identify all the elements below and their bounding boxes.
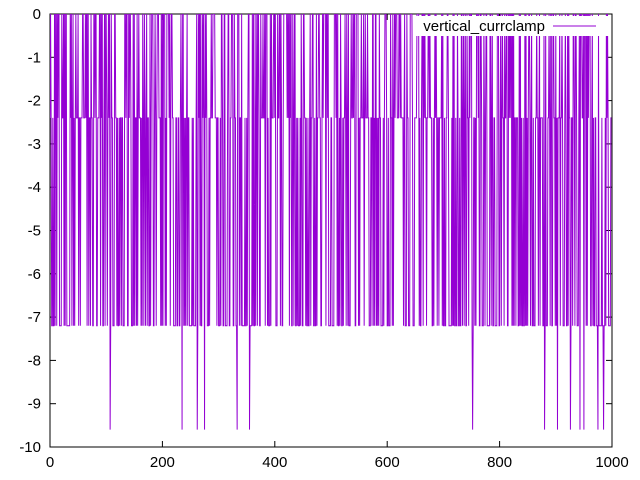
y-tick-label: -7 — [28, 309, 41, 326]
y-tick-label: -5 — [28, 223, 41, 240]
y-tick-label: -1 — [28, 49, 41, 66]
legend-mask — [414, 16, 610, 36]
y-tick-label: -10 — [19, 439, 41, 456]
y-tick-label: -2 — [28, 93, 41, 110]
y-tick-label: -8 — [28, 352, 41, 369]
x-tick-label: 400 — [262, 454, 287, 471]
legend: vertical_currclamp — [414, 16, 610, 36]
y-tick-label: -9 — [28, 396, 41, 413]
series-line-vertical-currclamp — [50, 14, 612, 430]
x-tick-label: 600 — [375, 454, 400, 471]
x-tick-label: 0 — [46, 454, 54, 471]
y-tick-label: -4 — [28, 179, 41, 196]
x-tick-label: 800 — [487, 454, 512, 471]
y-tick-label: -6 — [28, 266, 41, 283]
y-tick-label: 0 — [33, 6, 41, 23]
x-tick-label: 1000 — [595, 454, 628, 471]
x-axis: 0 200 400 600 800 1000 — [46, 14, 629, 471]
series-group — [50, 14, 612, 430]
legend-label: vertical_currclamp — [423, 18, 545, 35]
x-tick-label: 200 — [150, 454, 175, 471]
y-tick-label: -3 — [28, 136, 41, 153]
